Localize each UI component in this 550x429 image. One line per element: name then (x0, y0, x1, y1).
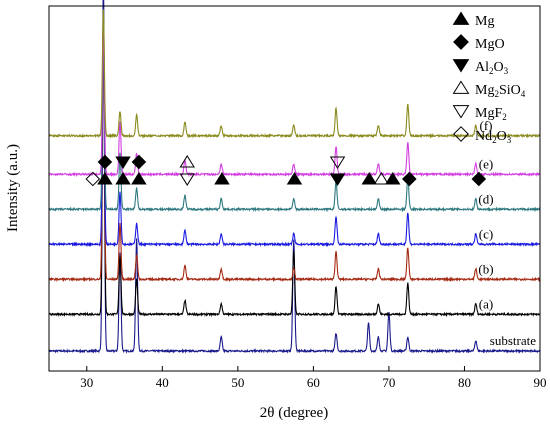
legend-label-part: SiO (499, 83, 521, 98)
legend-entry-1: MgO (453, 34, 505, 52)
filled-diamond-marker (97, 154, 113, 170)
legend-label-part: O (497, 129, 507, 144)
series-label-5: (e) (479, 156, 493, 171)
legend-label: Mg2SiO4 (475, 83, 526, 99)
series-line-5 (48, 26, 541, 178)
filled-up-triangle-marker (286, 172, 303, 185)
legend-entry-3: Mg2SiO4 (452, 80, 526, 99)
x-tick-label: 70 (382, 375, 395, 390)
filled-up-triangle-marker (97, 172, 113, 185)
x-tick-label: 90 (534, 375, 547, 390)
y-axis-title: Intensity (a.u.) (5, 144, 21, 232)
legend-label-part: 2 (492, 135, 497, 145)
series-label-6: (f) (480, 118, 493, 133)
legend-entry-2: Al2O3 (452, 59, 509, 76)
filled-diamond-marker (402, 171, 417, 187)
x-tick-label: 30 (80, 375, 93, 390)
legend-label-part: Mg (475, 83, 494, 98)
x-axis-title: 2θ (degree) (260, 405, 328, 421)
legend-label-part: MgF (475, 106, 502, 121)
legend-label-part: 4 (521, 89, 526, 99)
x-tick-label: 80 (458, 375, 471, 390)
legend-label: Mg (475, 14, 494, 29)
x-tick-label: 50 (231, 375, 244, 390)
legend-entry-0: Mg (452, 11, 494, 29)
series-label-1: (a) (479, 296, 493, 311)
series-label-4: (d) (478, 191, 493, 206)
open-down-triangle-marker (452, 105, 470, 119)
series-labels: substrate (a) (b) (c) (d) (e) (f) (478, 118, 536, 348)
filled-up-triangle-marker (361, 172, 378, 185)
legend-label: Nd2O3 (475, 129, 512, 145)
series-label-3: (c) (479, 226, 493, 241)
filled-diamond-marker (131, 154, 147, 170)
filled-down-triangle-marker (115, 156, 131, 169)
x-tick-label: 40 (156, 375, 169, 390)
legend-label-part: MgO (475, 37, 505, 52)
legend-label-part: 2 (502, 112, 507, 122)
legend-label-part: 2 (489, 66, 494, 76)
open-diamond-marker (85, 171, 101, 187)
x-tick-label: 60 (307, 375, 320, 390)
filled-up-triangle-marker (115, 172, 131, 185)
filled-up-triangle-marker (384, 172, 401, 185)
legend-label-part: Mg (475, 14, 494, 29)
series-line-2 (48, 20, 541, 283)
legend-label: MgO (475, 37, 505, 52)
filled-up-triangle-marker (452, 11, 470, 25)
series-label-2: (b) (478, 261, 493, 276)
series-line-6 (48, 9, 541, 139)
series-group (48, 0, 541, 355)
series-line-1 (48, 19, 541, 318)
open-down-triangle-marker (329, 156, 346, 169)
filled-down-triangle-marker (329, 173, 346, 186)
legend-label-part: O (494, 60, 504, 75)
legend-label-part: Al (475, 60, 489, 75)
open-up-triangle-marker (373, 172, 390, 185)
filled-up-triangle-marker (214, 172, 230, 185)
legend-label-part: 3 (507, 135, 512, 145)
open-up-triangle-marker (452, 80, 470, 94)
legend-entry-5: Nd2O3 (453, 126, 512, 145)
x-axis: 30 40 50 60 70 80 90 (80, 366, 547, 390)
legend-label: MgF2 (475, 106, 507, 122)
open-down-triangle-marker (179, 173, 195, 186)
series-line-4 (48, 19, 541, 213)
open-diamond-marker (453, 126, 469, 142)
legend-label-part: Nd (475, 129, 492, 144)
plot-frame (48, 5, 541, 372)
legend-label-part: 2 (494, 89, 499, 99)
filled-down-triangle-marker (452, 59, 470, 73)
legend-entry-4: MgF2 (452, 105, 507, 122)
filled-diamond-marker (453, 34, 469, 50)
peak-markers (85, 154, 487, 187)
series-label-0: substrate (490, 333, 536, 348)
open-up-triangle-marker (179, 155, 195, 168)
filled-up-triangle-marker (131, 172, 147, 185)
legend-label-part: 3 (504, 66, 509, 76)
filled-diamond-marker (471, 171, 487, 187)
series-line-3 (48, 19, 541, 248)
legend-label: Al2O3 (475, 60, 509, 76)
